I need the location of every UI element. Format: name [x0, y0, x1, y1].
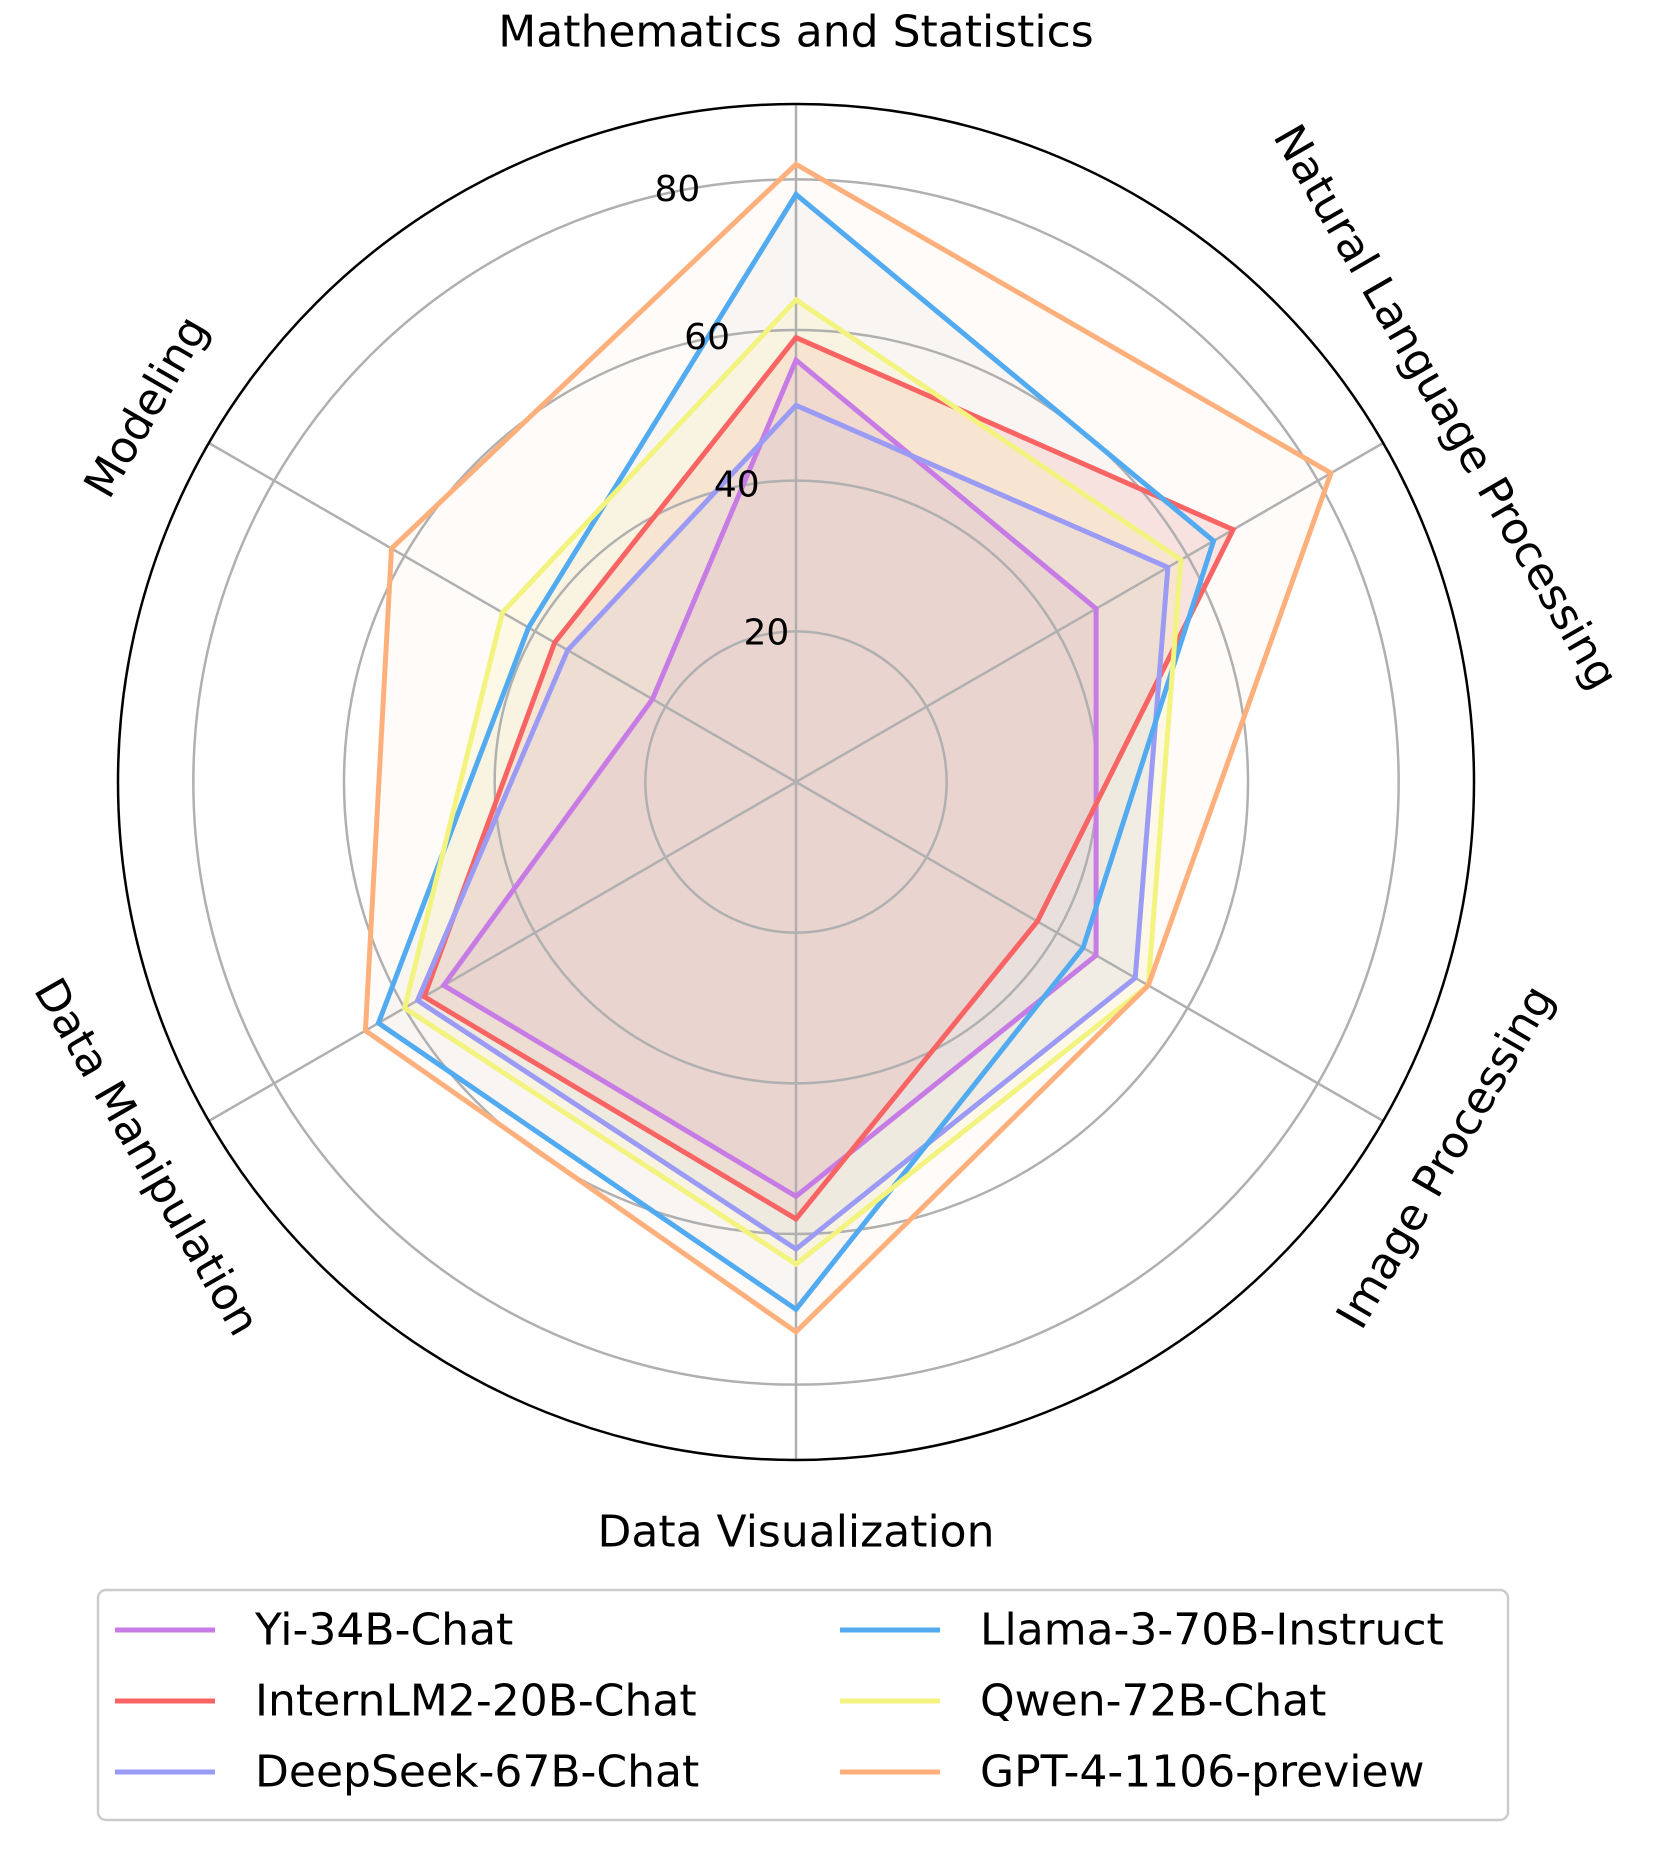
category-label-mathematics-and-statistics: Mathematics and Statistics — [498, 7, 1093, 58]
legend-label-llama-3-70b-instruct: Llama-3-70B-Instruct — [980, 1605, 1444, 1656]
radar-grid — [192, 104, 1400, 1460]
radial-tick-40: 40 — [714, 465, 760, 506]
legend-label-deepseek-67b-chat: DeepSeek-67B-Chat — [255, 1747, 699, 1798]
category-label-modeling: Modeling — [74, 308, 218, 507]
series-line-yi-34b-chat — [440, 356, 1099, 1200]
series-line-internlm2-20b-chat — [421, 334, 1237, 1223]
series-fill-qwen-72b-chat — [404, 299, 1181, 1265]
legend-label-yi-34b-chat: Yi-34B-Chat — [254, 1605, 513, 1656]
legend-label-qwen-72b-chat: Qwen-72B-Chat — [980, 1676, 1326, 1727]
legend-box — [96, 1588, 1510, 1822]
polar-frame — [116, 102, 1476, 1462]
series-fill-yi-34b-chat — [443, 360, 1097, 1197]
spoke-data-manipulation — [208, 780, 797, 1123]
spoke-natural-language-processing — [795, 441, 1384, 784]
radial-tick-20: 20 — [743, 612, 789, 653]
radial-tick-80: 80 — [655, 169, 701, 210]
series-line-deepseek-67b-chat — [414, 402, 1171, 1253]
series-line-llama-3-70b-instruct — [375, 190, 1217, 1313]
category-label-data-visualization: Data Visualization — [598, 1507, 995, 1558]
category-label-image-processing: Image Processing — [1327, 977, 1565, 1337]
series-line-gpt-4-1106-preview — [362, 161, 1335, 1336]
spoke-image-processing — [795, 780, 1384, 1123]
legend-label-internlm2-20b-chat: InternLM2-20B-Chat — [255, 1676, 697, 1727]
series-fill-deepseek-67b-chat — [417, 405, 1168, 1250]
category-label-natural-language-processing: Natural Language Processing — [1263, 116, 1628, 698]
radial-tick-60: 60 — [684, 317, 730, 358]
series-lines — [362, 161, 1335, 1336]
legend: Yi-34B-Chat InternLM2-20B-Chat DeepSeek-67… — [96, 1588, 1510, 1822]
radial-tick-labels: 20 40 60 80 — [655, 169, 790, 653]
series-line-qwen-72b-chat — [401, 296, 1184, 1268]
legend-label-gpt-4-1106-preview: GPT-4-1106-preview — [980, 1747, 1425, 1798]
